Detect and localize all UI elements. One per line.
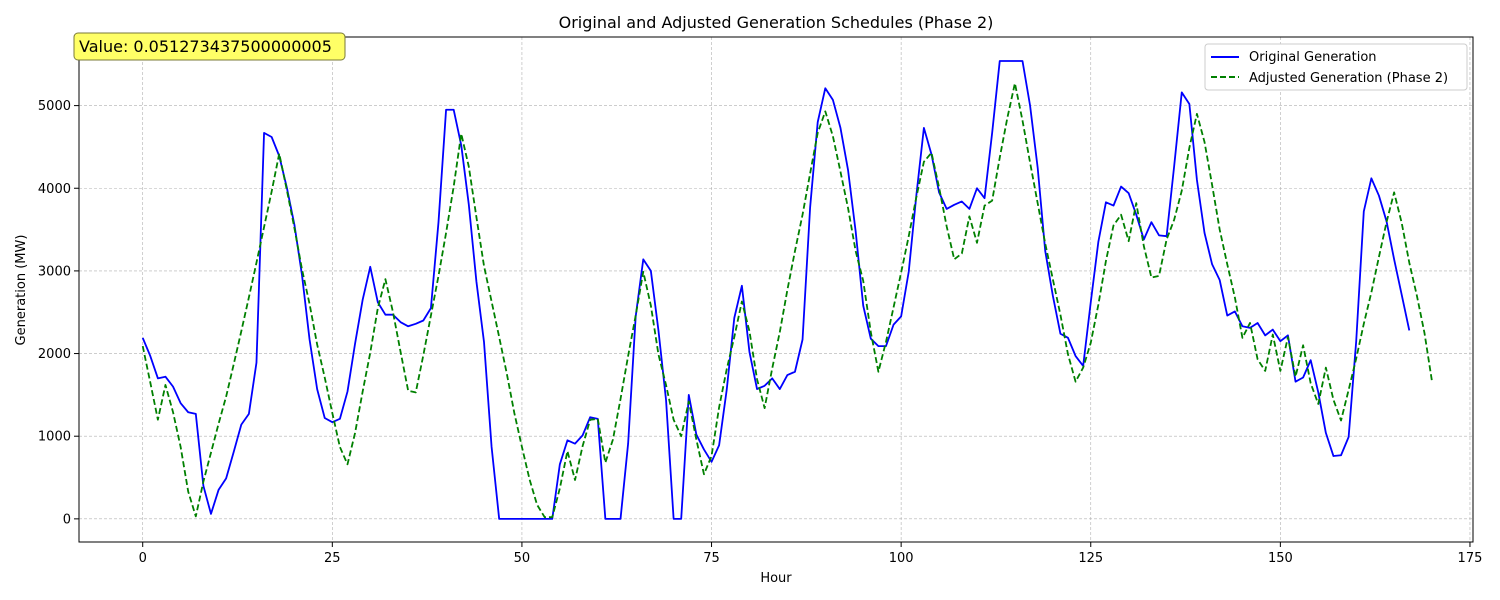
legend-label-adjusted: Adjusted Generation (Phase 2) (1249, 71, 1448, 86)
legend-box (1204, 43, 1468, 91)
y-tick-label: 3000 (38, 264, 71, 279)
value-annotation-box (73, 32, 346, 61)
y-tick-label: 0 (63, 512, 71, 527)
value-annotation-text: Value: 0.051273437500000005 (79, 37, 332, 56)
x-tick-label: 150 (1268, 551, 1293, 566)
series-line-original (141, 60, 1411, 520)
x-tick-label: 100 (889, 551, 914, 566)
x-tick-label: 75 (703, 551, 720, 566)
y-axis: 0 1000 2000 3000 4000 5000 (38, 99, 79, 527)
x-tick-label: 125 (1078, 551, 1103, 566)
y-tick-label: 1000 (38, 430, 71, 445)
plot-frame (78, 36, 1474, 543)
value-annotation: Value: 0.051273437500000005 (73, 32, 346, 61)
x-tick-label: 0 (139, 551, 147, 566)
chart-title: Original and Adjusted Generation Schedul… (559, 13, 994, 32)
y-tick-label: 5000 (38, 99, 71, 114)
series-line-adjusted (141, 82, 1433, 519)
x-tick-label: 175 (1458, 551, 1483, 566)
x-axis-label: Hour (760, 571, 792, 586)
legend: Original Generation Adjusted Generation … (1204, 43, 1468, 91)
legend-label-original: Original Generation (1249, 50, 1377, 65)
x-tick-label: 25 (324, 551, 341, 566)
y-tick-label: 4000 (38, 182, 71, 197)
x-tick-label: 50 (514, 551, 531, 566)
series-lines (141, 60, 1433, 520)
x-axis: 0 25 50 75 100 125 150 175 (139, 542, 1483, 566)
y-axis-label: Generation (MW) (14, 235, 29, 346)
y-tick-label: 2000 (38, 347, 71, 362)
